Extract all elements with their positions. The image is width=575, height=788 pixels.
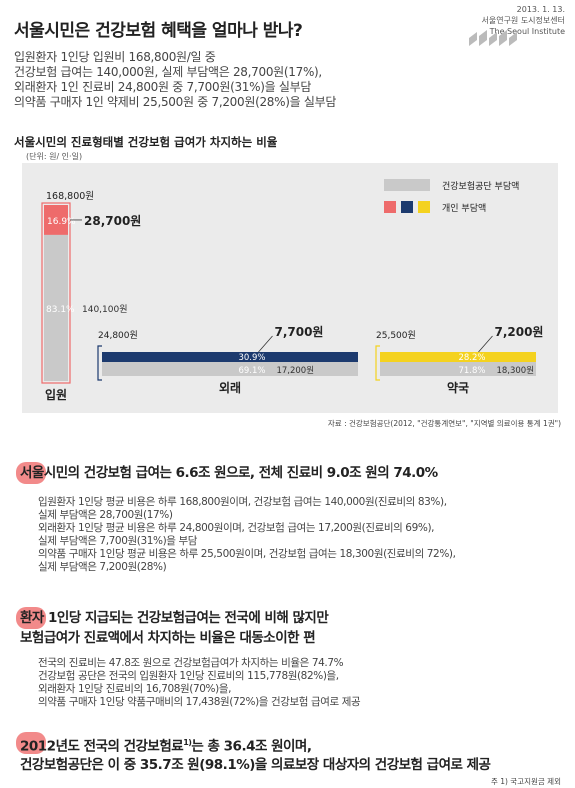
pct-label: 71.8% [458, 366, 485, 376]
insurance-value-label: 140,100원 [82, 304, 128, 315]
legend-swatch-outpatient [401, 201, 413, 213]
section-heading: 서울시민의 건강보험 급여는 6.6조 원으로, 전체 진료비 9.0조 원의 … [20, 465, 438, 481]
section-heading: 2012년도 전국의 건강보험료1)는 총 36.4조 원이며, [20, 734, 575, 756]
bar-외래-insurance [102, 362, 358, 376]
section-heading: 환자 1인당 지급되는 건강보험급여는 전국에 비해 많지만 [20, 610, 329, 626]
total-label: 24,800원 [98, 330, 138, 341]
section-body: 전국의 진료비는 47.8조 원으로 건강보험급여가 차지하는 비율은 74.7… [38, 657, 575, 709]
legend-label: 건강보험공단 부담액 [442, 180, 519, 192]
summary-line: 건강보험 급여는 140,000원, 실제 부담액은 28,700원(17%), [14, 65, 322, 79]
chart-title: 서울시민의 진료형태별 건강보험 급여가 차지하는 비율 [14, 135, 278, 149]
legend-swatch-inpatient [384, 201, 396, 213]
body-line: 의약품 구매자 1인당 평균 비용은 하루 25,500원이며, 건강보험 급여… [38, 548, 456, 560]
publisher-info: 2013. 1. 13. 서울연구원 도시정보센터 The Seoul Inst… [481, 4, 565, 37]
footnote-ref: 1) [183, 738, 192, 747]
total-label: 25,500원 [376, 330, 416, 341]
insurance-value-label: 17,200원 [276, 366, 314, 376]
leader-line [478, 335, 493, 353]
summary-line: 외래환자 1인 진료비 24,800원 중 7,700원(31%)을 실부담 [14, 80, 312, 94]
section-2: 환자 1인당 지급되는 건강보험급여는 전국에 비해 많지만 보험급여가 진료액… [0, 607, 575, 708]
page-title: 서울시민은 건강보험 혜택을 얼마나 받나? [14, 21, 303, 41]
bar-inpatient-own [44, 205, 68, 235]
category-label: 입원 [45, 388, 67, 402]
section-3: 2012년도 전국의 건강보험료1)는 총 36.4조 원이며, 건강보험공단은… [0, 732, 575, 773]
bar-inpatient-outline [41, 202, 71, 384]
section-heading: 건강보험공단은 이 중 35.7조 원(98.1%)을 의료보장 대상자의 건강… [20, 756, 491, 773]
body-line: 입원환자 1인당 평균 비용은 하루 168,800원이며, 건강보험 급여는 … [38, 496, 447, 508]
section-1: 서울시민의 건강보험 급여는 6.6조 원으로, 전체 진료비 9.0조 원의 … [0, 462, 575, 573]
publisher-name-en: The Seoul Institute [489, 27, 565, 36]
highlight-mark [16, 732, 46, 754]
insurance-value-label: 18,300원 [496, 366, 534, 376]
category-label: 약국 [447, 380, 469, 395]
publish-date: 2013. 1. 13. [516, 5, 565, 14]
pct-label: 83.1% [46, 305, 75, 315]
pct-label: 28.2% [458, 353, 485, 363]
bar-약국-insurance [380, 362, 536, 376]
body-line: 전국의 진료비는 47.8조 원으로 건강보험급여가 차지하는 비율은 74.7… [38, 657, 344, 669]
bar-약국-own [380, 352, 536, 362]
section-heading: 보험급여가 진료액에서 차지하는 비율은 대동소이한 편 [20, 630, 316, 646]
body-line: 외래환자 1인당 진료비의 16,708원(70%)을, [38, 683, 232, 695]
body-line: 실제 부담액은 7,700원(31%)을 부담 [38, 535, 198, 547]
bracket [97, 345, 102, 381]
bar-inpatient-insurance [44, 234, 68, 381]
seoul-institute-logo [469, 30, 517, 46]
summary: 입원환자 1인당 입원비 168,800원/일 중 건강보험 급여는 140,0… [14, 50, 434, 110]
body-line: 건강보험 공단은 전국의 입원환자 1인당 진료비의 115,778원(82%)… [38, 670, 339, 682]
body-line: 실제 부담액은 7,200원(28%) [38, 561, 167, 573]
chart-unit: (단위: 원/ 인·일) [26, 152, 83, 161]
highlight-mark [16, 462, 46, 484]
body-line: 의약품 구매자 1인당 약품구매비의 17,438원(72%)을 건강보험 급여… [38, 696, 361, 708]
chart-source: 자료 : 건강보험공단(2012, "건강통계연보", "지역별 의료이용 통계… [327, 419, 561, 428]
publisher-name: 서울연구원 도시정보센터 [481, 16, 565, 25]
own-value-label: 7,200원 [494, 325, 543, 339]
total-label: 168,800원 [46, 191, 94, 202]
summary-line: 입원환자 1인당 입원비 168,800원/일 중 [14, 50, 216, 64]
own-value-label: 7,700원 [274, 325, 323, 339]
legend-swatch-pharmacy [418, 201, 430, 213]
legend-swatch-insurance [384, 179, 430, 191]
summary-line: 의약품 구매자 1인 약제비 25,500원 중 7,200원(28%)을 실부… [14, 95, 337, 109]
bracket [375, 345, 380, 381]
leader-line [258, 335, 273, 353]
highlight-mark [16, 607, 46, 629]
pct-label: 30.9% [238, 353, 265, 363]
section-body: 입원환자 1인당 평균 비용은 하루 168,800원이며, 건강보험 급여는 … [38, 496, 575, 574]
heading-part: 는 총 36.4조 원이며, [191, 738, 312, 755]
footnote: 주 1) 국고지원금 제외 [490, 777, 561, 786]
legend-label: 개인 부담액 [442, 202, 486, 214]
category-label: 외래 [219, 380, 241, 395]
own-value-label: 28,700원 [84, 214, 141, 228]
body-line: 외래환자 1인당 평균 비용은 하루 24,800원이며, 건강보험 급여는 1… [38, 522, 435, 534]
heading-part: 2012년도 전국의 건강보험료 [20, 738, 184, 755]
body-line: 실제 부담액은 28,700원(17%) [38, 509, 173, 521]
pct-label: 69.1% [238, 366, 265, 376]
pct-label: 16.9% [47, 217, 76, 227]
bar-외래-own [102, 352, 358, 362]
